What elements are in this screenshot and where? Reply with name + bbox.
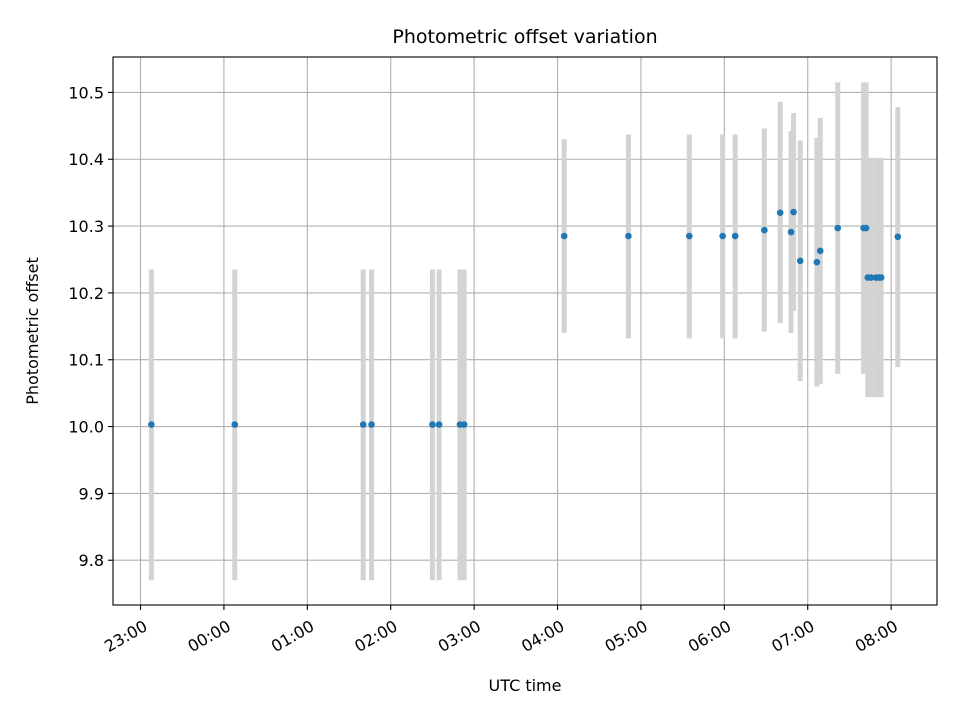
data-point: [560, 232, 568, 240]
data-point: [148, 421, 155, 428]
data-point: [834, 224, 842, 232]
data-point: [719, 232, 726, 240]
data-point: [429, 421, 436, 428]
y-tick-label: 10.2: [68, 284, 104, 303]
plot-frame: [112, 56, 938, 606]
data-point: [435, 421, 443, 428]
data-point: [359, 421, 367, 428]
data-point: [368, 421, 375, 428]
data-point: [790, 208, 797, 216]
y-tick-label: 10.3: [68, 217, 104, 236]
y-tick-label: 10.5: [68, 83, 104, 102]
data-points: [148, 208, 902, 428]
y-axis-label: Photometric offset: [23, 257, 42, 405]
data-point: [776, 209, 784, 217]
data-point: [231, 421, 239, 428]
y-tick-label: 10.4: [68, 150, 104, 169]
data-point: [796, 257, 804, 265]
data-point: [894, 233, 902, 241]
data-point: [685, 232, 693, 240]
y-tick-label: 9.8: [79, 551, 104, 570]
data-point: [813, 258, 821, 266]
data-point: [460, 421, 468, 428]
data-point: [862, 224, 870, 232]
data-point: [787, 228, 795, 236]
data-point: [877, 274, 885, 281]
data-point: [731, 232, 739, 240]
data-point: [761, 226, 768, 234]
chart-title: Photometric offset variation: [392, 26, 657, 48]
y-tick-label: 9.9: [79, 484, 104, 503]
data-point: [625, 232, 632, 240]
data-point: [816, 247, 824, 255]
data-point: [867, 274, 875, 281]
y-tick-label: 10.0: [68, 418, 104, 437]
x-axis-label: UTC time: [489, 676, 562, 695]
y-tick-label: 10.1: [68, 351, 104, 370]
